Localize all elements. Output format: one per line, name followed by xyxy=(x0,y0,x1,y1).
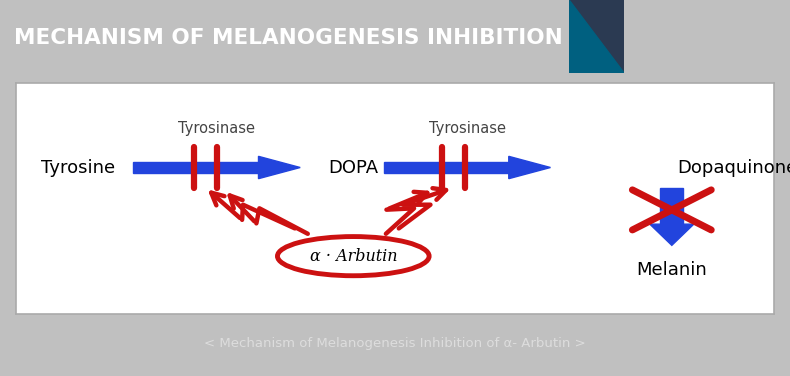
Text: < Mechanism of Melanogenesis Inhibition of α- Arbutin >: < Mechanism of Melanogenesis Inhibition … xyxy=(204,337,586,350)
Text: MECHANISM OF MELANOGENESIS INHIBITION: MECHANISM OF MELANOGENESIS INHIBITION xyxy=(14,28,563,48)
Polygon shape xyxy=(384,162,509,173)
Polygon shape xyxy=(660,188,683,224)
Polygon shape xyxy=(134,162,258,173)
Polygon shape xyxy=(569,0,624,73)
Text: DOPA: DOPA xyxy=(328,159,378,176)
Polygon shape xyxy=(569,0,624,73)
Text: Tyrosinase: Tyrosinase xyxy=(179,121,255,136)
Polygon shape xyxy=(509,156,551,179)
Text: Dopaquinone: Dopaquinone xyxy=(677,159,790,176)
Text: Tyrosinase: Tyrosinase xyxy=(428,121,506,136)
Text: Tyrosine: Tyrosine xyxy=(41,159,115,176)
Ellipse shape xyxy=(277,237,429,276)
Text: α · Arbutin: α · Arbutin xyxy=(310,248,397,265)
Polygon shape xyxy=(258,156,300,179)
Text: Melanin: Melanin xyxy=(637,261,707,279)
Polygon shape xyxy=(650,224,694,246)
